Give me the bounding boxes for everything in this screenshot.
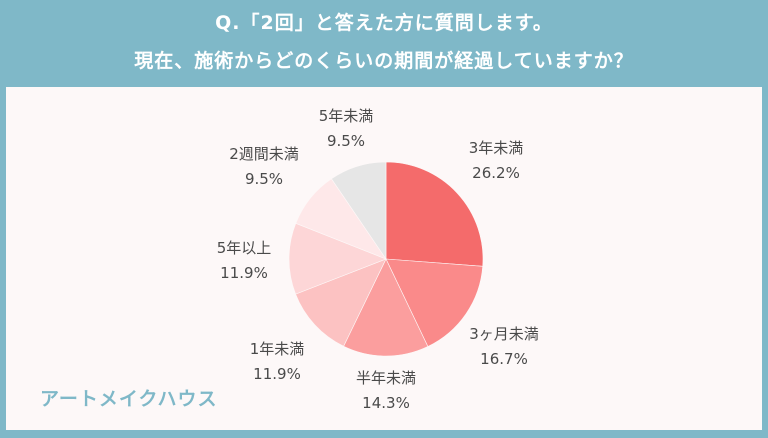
label-slice-1: 3ヶ月未満 16.7% [469, 322, 539, 372]
slice-value: 26.2% [472, 164, 520, 182]
question-line-1: Q.「2回」と答えた方に質問します。 [215, 12, 553, 34]
pie-slice-4 [288, 222, 387, 295]
pie-slice-1 [385, 258, 484, 347]
slice-label: 3ヶ月未満 [469, 325, 539, 343]
slice-value: 16.7% [480, 350, 528, 368]
pie-slice-2 [343, 258, 429, 357]
slice-value: 11.9% [220, 264, 268, 282]
slice-value: 9.5% [326, 132, 366, 150]
slice-value: 14.3% [362, 394, 410, 412]
label-slice-6: 5年未満 9.5% [319, 104, 374, 154]
label-slice-2: 半年未満 14.3% [356, 366, 416, 416]
slice-label: 5年以上 [216, 239, 272, 257]
brand-logo-text: アートメイクハウス [40, 388, 218, 410]
slice-label: 5年未満 [318, 107, 374, 125]
label-slice-4: 5年以上 11.9% [217, 236, 272, 286]
slice-label: 2週間未満 [229, 145, 299, 163]
label-slice-3: 1年未満 11.9% [250, 337, 305, 387]
slice-label: 半年未満 [355, 369, 417, 387]
question-line-2: 現在、施術からどのくらいの期間が経過していますか？ [134, 50, 634, 72]
label-slice-0: 3年未満 26.2% [469, 136, 524, 186]
slice-label: 3年未満 [468, 139, 524, 157]
slice-value: 9.5% [244, 170, 284, 188]
slice-label: 1年未満 [249, 340, 305, 358]
pie-slice-6 [331, 161, 387, 260]
label-slice-5: 2週間未満 9.5% [229, 142, 299, 192]
pie-slice-3 [295, 258, 387, 347]
slice-value: 11.9% [253, 365, 301, 383]
pie-slice-0 [385, 161, 484, 267]
